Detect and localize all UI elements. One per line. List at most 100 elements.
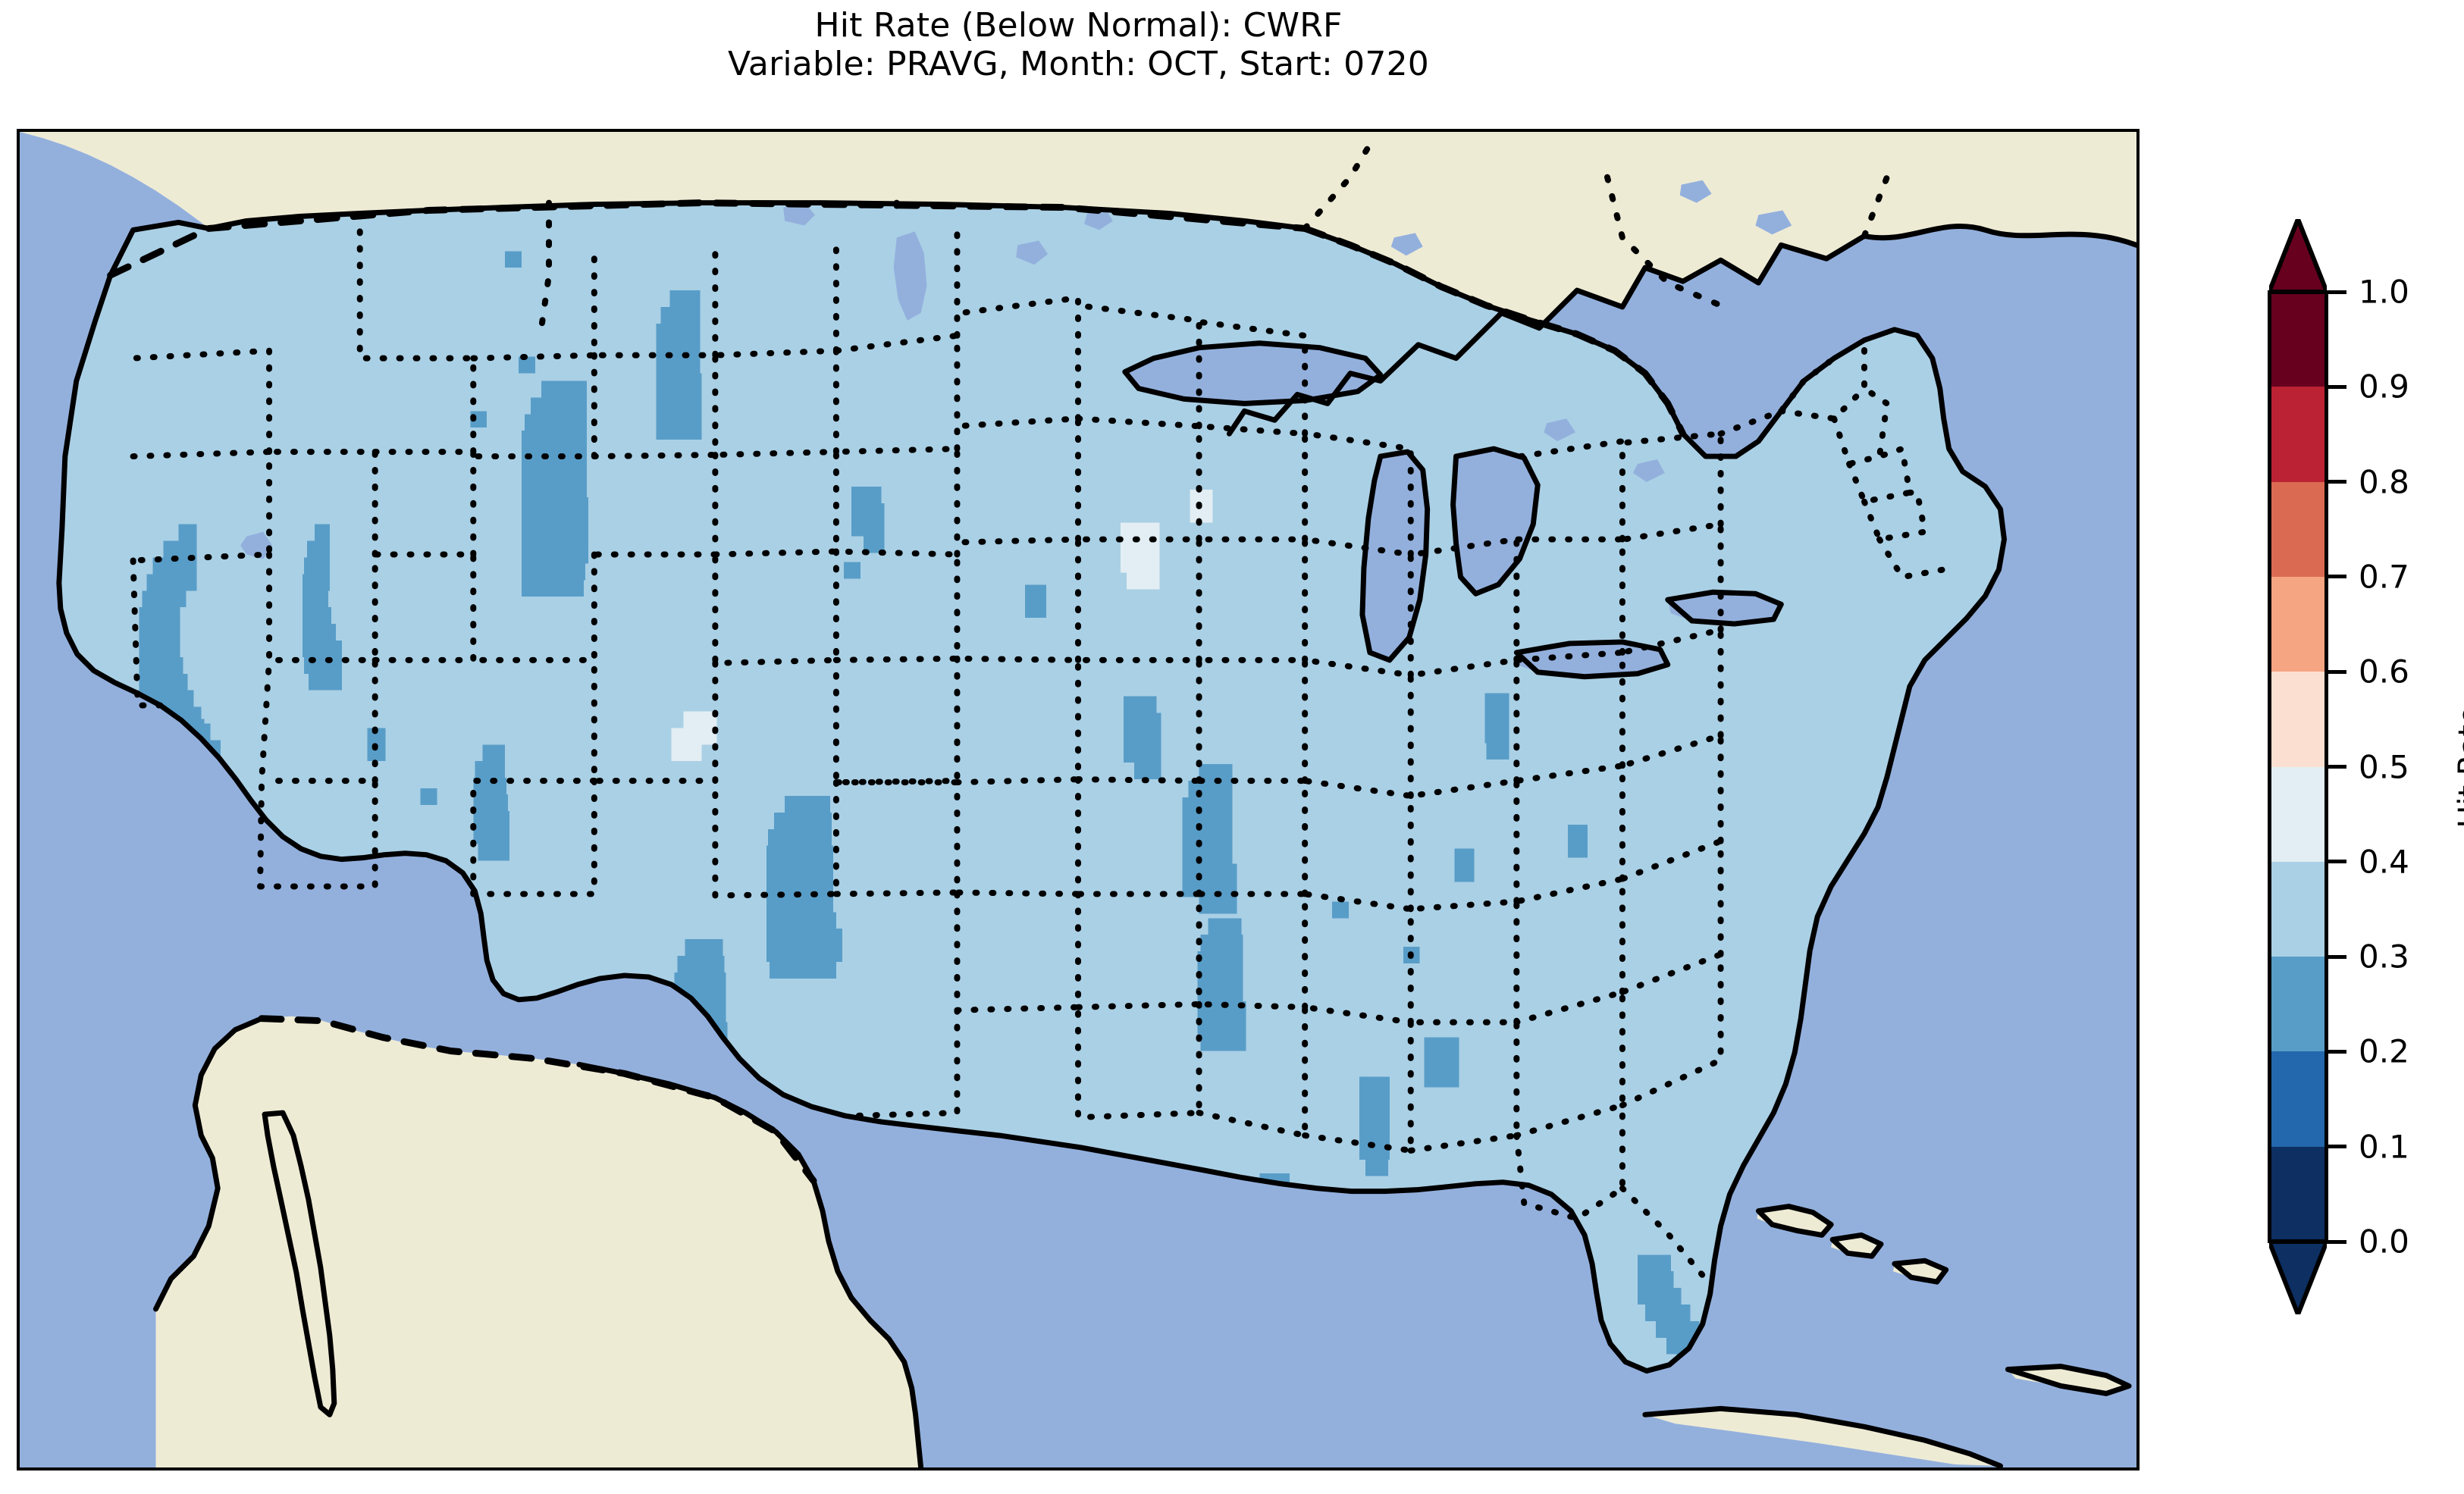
lake-13 — [1390, 233, 1423, 256]
lake-1 — [1124, 343, 1381, 404]
lake-14 — [1544, 418, 1576, 442]
state-border-10 — [356, 211, 477, 456]
colorbar-tick-label: 0.6 — [2359, 653, 2409, 691]
state-border-20 — [712, 548, 839, 666]
state-border-51 — [1197, 318, 1309, 437]
state-border-13 — [591, 352, 719, 460]
international-border-1 — [107, 199, 1309, 279]
caribbean-island-4 — [1644, 1408, 2001, 1467]
province-border-3 — [1604, 174, 1724, 309]
coastline-9 — [2005, 1364, 2132, 1396]
colorbar-band-0.7-0.8 — [2269, 481, 2327, 578]
state-border-77 — [1831, 385, 1890, 467]
data-cell — [420, 788, 437, 805]
colorbar-band-0.8-0.9 — [2269, 387, 2327, 483]
state-border-2 — [130, 347, 273, 456]
colorbar-tick — [2327, 860, 2346, 864]
state-border-25 — [832, 446, 961, 558]
colorbar-tick-label: 0.2 — [2359, 1032, 2409, 1070]
colorbar-ticks: 1.0 0.9 0.8 0.7 0.6 0.5 0.4 0.3 0.2 0.1 0.0 — [2269, 274, 2421, 1261]
map-panel — [17, 129, 2140, 1471]
state-border-72 — [1619, 627, 1724, 739]
state-border-71 — [1619, 732, 1724, 844]
lake-8 — [1016, 240, 1049, 265]
caribbean-island-5 — [2008, 1366, 2130, 1394]
state-border-68 — [1517, 438, 1625, 543]
colorbar-tick-label: 0.8 — [2359, 463, 2409, 501]
coastline-2 — [152, 1016, 265, 1312]
state-border-73 — [1620, 521, 1724, 633]
data-cell — [1332, 901, 1349, 919]
data-cell — [1025, 584, 1047, 619]
state-border-76 — [1778, 337, 1868, 422]
data-cell — [863, 503, 885, 553]
state-border-34 — [958, 295, 1081, 422]
province-border-5 — [1302, 136, 1376, 232]
lake-11 — [1755, 210, 1792, 235]
state-border-24 — [832, 548, 961, 663]
data-cell — [671, 728, 702, 762]
state-border-58 — [1407, 1019, 1520, 1154]
data-cell — [1568, 824, 1588, 858]
state-border-16 — [470, 551, 597, 663]
coastline-3 — [262, 1110, 337, 1417]
colorbar-tick — [2327, 480, 2346, 484]
state-border-31 — [954, 655, 1081, 786]
lake-17 — [116, 856, 140, 878]
chart-title: Hit Rate (Below Normal): CWRF Variable: … — [0, 6, 2157, 83]
colorbar-tick — [2327, 765, 2346, 769]
colorbar-tick — [2327, 290, 2346, 294]
data-cell — [487, 810, 510, 861]
colorbar-band-0.1-0.2 — [2269, 1051, 2327, 1148]
data-cell — [1434, 1054, 1459, 1088]
data-cell — [326, 640, 342, 691]
state-border-57 — [1303, 431, 1414, 558]
coastline-10 — [1122, 340, 1384, 406]
colorbar-tick — [2327, 954, 2346, 959]
state-border-52 — [1302, 1004, 1414, 1154]
colorbar-tick — [2327, 575, 2346, 579]
map-vectors — [56, 136, 2136, 1467]
state-border-1 — [130, 449, 273, 564]
data-cell — [1133, 713, 1161, 780]
colorbar-tick-label: 0.5 — [2359, 748, 2409, 785]
colorbar-tick — [2327, 1049, 2346, 1054]
map-canvas — [20, 132, 2136, 1467]
colorbar-band-0.9-1 — [2269, 292, 2327, 388]
state-border-74 — [1620, 431, 1724, 528]
colorbar-axis-label: Hit Rate — [2453, 706, 2464, 828]
data-cell — [560, 496, 588, 564]
colorbar-tick-label: 0.0 — [2359, 1223, 2409, 1261]
international-border-3 — [258, 1015, 817, 1185]
coastline-8 — [1892, 1258, 1949, 1285]
data-cell — [677, 373, 702, 440]
colorbar-tick-label: 1.0 — [2359, 273, 2409, 311]
colorbar-under-arrow — [2269, 1242, 2327, 1314]
state-border-43 — [1075, 302, 1202, 430]
data-cell — [1214, 863, 1237, 914]
data-cell — [843, 562, 861, 579]
lake-12 — [1854, 240, 1884, 264]
colorbar-band-0.6-0.7 — [2269, 576, 2327, 673]
colorbar-band-0.5-0.6 — [2269, 672, 2327, 768]
data-cell — [1223, 1001, 1246, 1051]
colorbar-over-arrow — [2269, 219, 2327, 292]
lake-6 — [893, 231, 927, 321]
coastline-7 — [1829, 1232, 1884, 1259]
colorbar-tick-label: 0.7 — [2359, 558, 2409, 596]
state-border-79 — [1861, 489, 1928, 543]
state-border-17 — [712, 449, 839, 558]
data-cell — [825, 929, 842, 963]
international-border-2 — [1301, 224, 1687, 437]
colorbar-tick-label: 0.4 — [2359, 843, 2409, 881]
title-line-2: Variable: PRAVG, Month: OCT, Start: 0720 — [728, 45, 1429, 84]
data-cell — [505, 251, 522, 268]
state-border-75 — [1717, 355, 1838, 437]
colorbar-body — [2269, 292, 2327, 1242]
coastline-1 — [1226, 224, 2136, 437]
colorbar-band-0.4-0.5 — [2269, 766, 2327, 863]
colorbar-band-0.2-0.3 — [2269, 957, 2327, 1053]
colorbar-tick-label: 0.3 — [2359, 938, 2409, 976]
colorbar-tick-label: 0.9 — [2359, 368, 2409, 406]
coastline-11 — [1359, 449, 1431, 663]
